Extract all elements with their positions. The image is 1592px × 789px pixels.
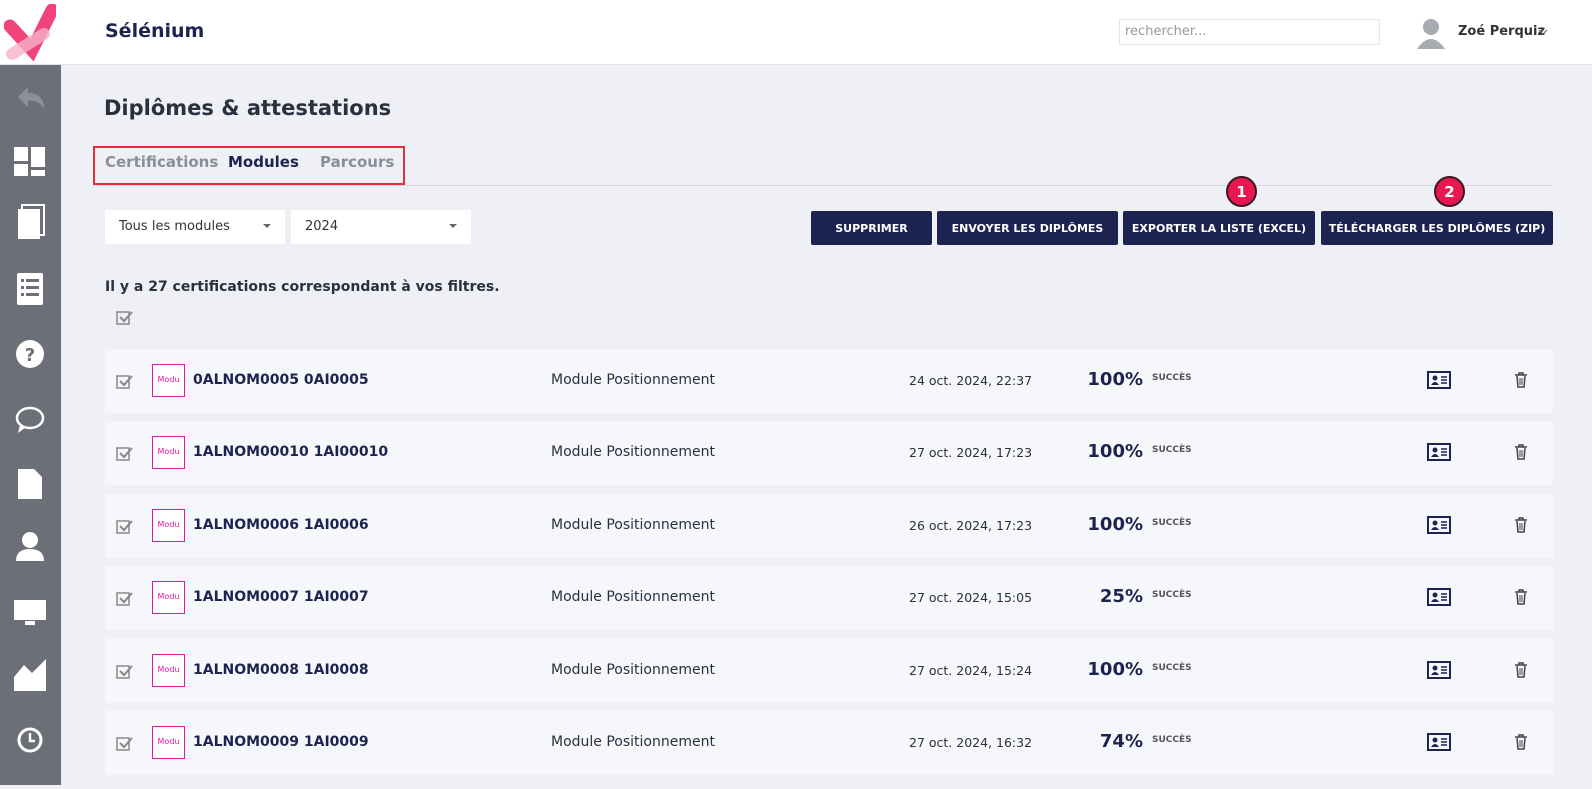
delete-icon[interactable] <box>1514 589 1528 609</box>
module-name: Module Positionnement <box>551 734 715 750</box>
view-diploma-icon[interactable] <box>1427 660 1451 683</box>
delete-icon[interactable] <box>1514 444 1528 464</box>
result-summary: Il y a 27 certifications correspondant à… <box>105 279 500 295</box>
app-name: Sélénium <box>105 20 205 42</box>
learner-name[interactable]: 1ALNOM0006 1AI0006 <box>193 516 369 533</box>
module-thumbnail: Modu <box>152 508 185 542</box>
module-thumbnail: Modu <box>152 653 185 687</box>
year-filter[interactable]: 2024 <box>291 210 471 244</box>
completion-date: 24 oct. 2024, 22:37 <box>909 373 1033 388</box>
tab[interactable]: Certifications <box>105 153 219 171</box>
certification-row: Modu 1ALNOM0009 1AI0009 Module Positionnem… <box>105 711 1553 775</box>
module-thumbnail: Modu <box>152 726 185 759</box>
svg-text:?: ? <box>25 345 35 366</box>
learner-name[interactable]: 0ALNOM0005 0AI0005 <box>193 372 369 388</box>
completion-date: 27 oct. 2024, 15:05 <box>909 590 1033 606</box>
user-name[interactable]: Zoé Perquiz <box>1458 24 1546 39</box>
view-diploma-icon[interactable] <box>1427 515 1451 538</box>
completion-date: 27 oct. 2024, 16:32 <box>909 735 1033 750</box>
select-all-checkbox[interactable] <box>116 309 134 327</box>
certification-row: Modu 1ALNOM0006 1AI0006 Module Positionnem… <box>105 493 1553 558</box>
row-checkbox[interactable] <box>116 735 134 757</box>
page-title: Diplômes & attestations <box>104 96 392 120</box>
export-button[interactable]: EXPORTER LA LISTE (EXCEL) <box>1123 211 1315 245</box>
module-name: Module Positionnement <box>551 589 715 606</box>
module-thumbnail: Modu <box>152 364 185 397</box>
delete-icon[interactable] <box>1514 661 1528 682</box>
view-diploma-icon[interactable] <box>1427 588 1451 610</box>
score: 100% <box>1087 441 1143 463</box>
view-diploma-icon[interactable] <box>1427 443 1451 465</box>
status: SUCCÈS <box>1152 445 1192 456</box>
certification-row: Modu 1ALNOM00010 1AI00010 Module Positionn… <box>105 421 1553 486</box>
tabs-divider <box>93 185 1553 186</box>
row-checkbox[interactable] <box>116 373 134 395</box>
user-menu-caret[interactable] <box>1538 28 1548 36</box>
module-filter[interactable]: Tous les modules <box>105 210 285 244</box>
send-button[interactable]: ENVOYER LES DIPLÔMES <box>937 211 1118 245</box>
sidebar: ? <box>0 65 61 785</box>
score: 100% <box>1087 658 1143 680</box>
status: SUCCÈS <box>1152 517 1192 528</box>
module-thumbnail: Modu <box>152 581 185 615</box>
row-checkbox[interactable] <box>116 663 134 685</box>
delete-button[interactable]: SUPPRIMER <box>811 211 932 245</box>
completion-date: 27 oct. 2024, 15:24 <box>909 662 1033 678</box>
module-name: Module Positionnement <box>551 372 715 388</box>
module-name: Module Positionnement <box>551 516 715 533</box>
user-avatar <box>1417 19 1445 49</box>
certification-row: Modu 1ALNOM0008 1AI0008 Module Positionnem… <box>105 638 1553 703</box>
score: 100% <box>1087 513 1143 535</box>
status: SUCCÈS <box>1152 735 1192 745</box>
learner-name[interactable]: 1ALNOM0009 1AI0009 <box>193 734 369 750</box>
module-name: Module Positionnement <box>551 444 715 461</box>
download-button[interactable]: TÉLÉCHARGER LES DIPLÔMES (ZIP) <box>1321 211 1553 245</box>
learner-name[interactable]: 1ALNOM0007 1AI0007 <box>193 589 369 606</box>
completion-date: 27 oct. 2024, 17:23 <box>909 445 1033 461</box>
row-checkbox[interactable] <box>116 518 134 540</box>
score: 25% <box>1099 586 1143 608</box>
delete-icon[interactable] <box>1514 372 1528 392</box>
module-thumbnail: Modu <box>152 436 185 470</box>
header: Sélénium rechercher... Zoé Perquiz <box>0 0 1592 65</box>
callout-badge: 1 <box>1226 176 1257 207</box>
learner-name[interactable]: 1ALNOM0008 1AI0008 <box>193 661 369 678</box>
learner-name[interactable]: 1ALNOM00010 1AI00010 <box>193 444 389 461</box>
completion-date: 26 oct. 2024, 17:23 <box>909 517 1033 533</box>
view-diploma-icon[interactable] <box>1427 733 1451 755</box>
score: 74% <box>1099 731 1143 752</box>
sidebar-icons: ? <box>14 87 46 753</box>
view-diploma-icon[interactable] <box>1427 371 1451 393</box>
tab-active[interactable]: Modules <box>228 153 299 171</box>
certification-row: Modu 1ALNOM0007 1AI0007 Module Positionnem… <box>105 566 1553 631</box>
tab[interactable]: Parcours <box>320 153 395 171</box>
row-checkbox[interactable] <box>116 590 134 612</box>
certification-row: Modu 0ALNOM0005 0AI0005 Module Positionnem… <box>105 349 1553 413</box>
row-checkbox[interactable] <box>116 445 134 467</box>
search-box[interactable]: rechercher... <box>1119 19 1380 45</box>
tabs-highlight <box>93 146 405 185</box>
score: 100% <box>1087 369 1143 390</box>
status: SUCCÈS <box>1152 662 1192 673</box>
status: SUCCÈS <box>1152 373 1192 383</box>
delete-icon[interactable] <box>1514 734 1528 754</box>
delete-icon[interactable] <box>1514 517 1528 537</box>
logo <box>4 4 56 62</box>
module-name: Module Positionnement <box>551 661 715 678</box>
callout-badge: 2 <box>1434 176 1465 207</box>
status: SUCCÈS <box>1152 590 1192 601</box>
